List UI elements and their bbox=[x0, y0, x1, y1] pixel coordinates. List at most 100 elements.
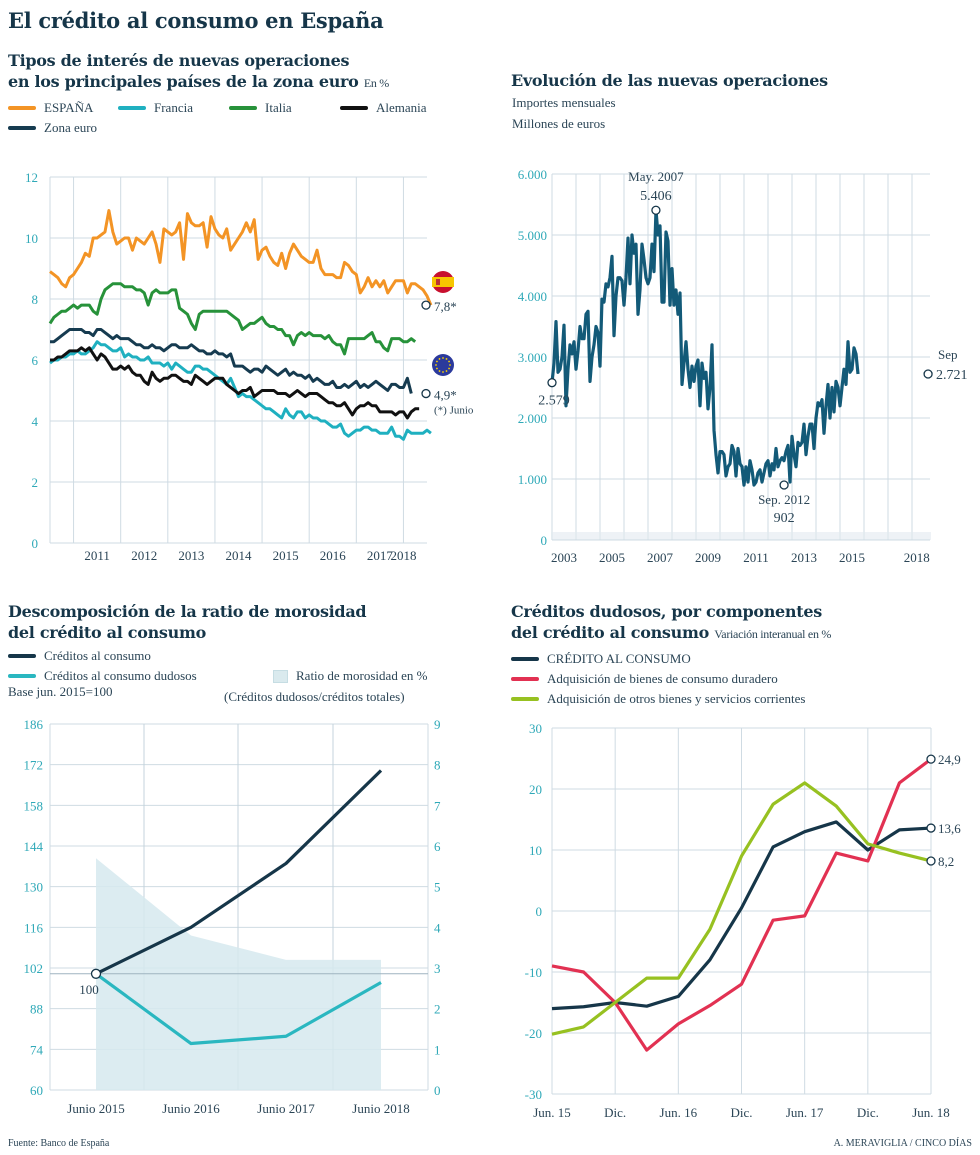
x-tick-label: 2003 bbox=[551, 550, 577, 565]
x-tick-label: Jun. 15 bbox=[533, 1105, 571, 1120]
legend-francia: Francia bbox=[118, 100, 193, 116]
source-note: Fuente: Banco de España bbox=[8, 1138, 110, 1149]
flag-star bbox=[449, 364, 451, 366]
componentes-title-line1: Créditos dudosos, por componentes bbox=[511, 602, 822, 621]
x-tick-label: 2011 bbox=[84, 548, 110, 563]
series-line-francia bbox=[49, 340, 432, 441]
evolucion-subtitle-2: Millones de euros bbox=[512, 116, 606, 131]
x-tick-label: 2018 bbox=[904, 550, 930, 565]
morosidad-title-line1: Descomposición de la ratio de morosidad bbox=[8, 602, 367, 621]
end-label-duradero: 24,9 bbox=[938, 752, 961, 767]
series-line-alemania bbox=[50, 346, 420, 420]
y-tick-label: 10 bbox=[25, 231, 38, 246]
x-tick-label: Junio 2017 bbox=[257, 1101, 315, 1116]
y-tick-label: 20 bbox=[529, 782, 542, 797]
tipos-title-line1: Tipos de interés de nuevas operaciones bbox=[8, 51, 350, 70]
base-note: Base jun. 2015=100 bbox=[8, 684, 113, 699]
flag-star bbox=[442, 357, 444, 359]
flag-blue bbox=[432, 354, 454, 376]
y-tick-label: 4.000 bbox=[518, 289, 547, 304]
x-tick-label: Junio 2018 bbox=[352, 1101, 409, 1116]
panel-componentes-title: Créditos dudosos, por componentes del cr… bbox=[511, 601, 831, 645]
end-label-zona-euro: 4,9* bbox=[434, 388, 457, 403]
x-tick-label: Jun. 16 bbox=[660, 1105, 698, 1120]
x-tick-label: Dic. bbox=[857, 1105, 879, 1120]
y-tick-label-left: 172 bbox=[24, 758, 44, 773]
y-tick-label-left: 116 bbox=[24, 920, 44, 935]
y-tick-label-left: 88 bbox=[30, 1002, 43, 1017]
legend-label: Alemania bbox=[376, 100, 427, 115]
flag-star bbox=[438, 358, 441, 360]
y-tick-label: -10 bbox=[525, 965, 542, 980]
legend-swatch bbox=[8, 654, 36, 658]
y-tick-label: 1.000 bbox=[518, 472, 547, 487]
x-tick-label: Junio 2016 bbox=[162, 1101, 220, 1116]
annotation-label-peak-value: 5.406 bbox=[640, 189, 672, 204]
y-tick-label: 30 bbox=[529, 721, 542, 736]
y-tick-label: 6 bbox=[32, 353, 39, 368]
base-marker bbox=[90, 968, 102, 979]
x-tick-label: Dic. bbox=[730, 1105, 752, 1120]
end-marker-duradero bbox=[926, 754, 936, 764]
y-tick-label-right: 7 bbox=[434, 798, 441, 813]
y-tick-label: 3.000 bbox=[518, 350, 547, 365]
chart-componentes: -30 -20 -10 0 10 20 30 Jun. 15 Dic. Jun. 16 Dic. Ju… bbox=[525, 721, 962, 1120]
annotation-label-start-value: 2.579 bbox=[538, 394, 570, 409]
end-label-otros: 8,2 bbox=[938, 854, 954, 869]
y-tick-label: 6.000 bbox=[518, 167, 547, 182]
legend-dudosos: Créditos al consumo dudosos bbox=[8, 668, 197, 684]
y-tick-label: 2 bbox=[32, 475, 39, 490]
flag-star bbox=[436, 367, 438, 370]
end-marker-zona-euro bbox=[421, 388, 431, 399]
annotation-label-peak-date: May. 2007 bbox=[628, 169, 684, 184]
panel-evolucion-title: Evolución de las nuevas operaciones bbox=[511, 71, 828, 90]
legend-label: Créditos al consumo dudosos bbox=[44, 668, 197, 683]
y-tick-label: -30 bbox=[525, 1087, 542, 1102]
y-tick-label: 0 bbox=[32, 536, 39, 551]
y-tick-label: 12 bbox=[25, 170, 38, 185]
y-tick-label-left: 102 bbox=[24, 961, 44, 976]
footnote-junio: (*) Junio bbox=[434, 405, 474, 417]
legend-swatch bbox=[8, 126, 36, 130]
annotation-marker-peak bbox=[651, 205, 661, 215]
legend-swatch bbox=[8, 674, 36, 678]
end-label-credito: 13,6 bbox=[938, 821, 961, 836]
x-tick-label: Junio 2015 bbox=[67, 1101, 124, 1116]
y-tick-label-left: 74 bbox=[30, 1042, 44, 1057]
x-tick-label: 2015 bbox=[273, 548, 299, 563]
legend-label: ESPAÑA bbox=[44, 100, 94, 115]
flag-star bbox=[445, 370, 448, 372]
y-tick-label-left: 144 bbox=[24, 839, 44, 854]
legend-credito-consumo: CRÉDITO AL CONSUMO bbox=[511, 651, 691, 667]
series-line-espana bbox=[49, 209, 433, 306]
legend-espana: ESPAÑA bbox=[8, 100, 93, 116]
legend-italia: Italia bbox=[229, 100, 292, 116]
main-title: El crédito al consumo en España bbox=[8, 8, 384, 33]
annotation-label-end-date: Sep bbox=[938, 347, 958, 362]
y-tick-label-left: 186 bbox=[24, 717, 44, 732]
credit-note: A. MERAVIGLIA / CINCO DÍAS bbox=[833, 1138, 972, 1149]
annotation-label-min-date: Sep. 2012 bbox=[758, 492, 810, 507]
end-marker-credito bbox=[926, 823, 936, 833]
y-tick-label: 5.000 bbox=[518, 228, 547, 243]
series-line-dudosos bbox=[95, 972, 382, 1046]
x-tick-label: 2017 bbox=[367, 548, 394, 563]
legend-label: Zona euro bbox=[44, 120, 98, 135]
series-line-creditos bbox=[95, 769, 383, 976]
legend-creditos: Créditos al consumo bbox=[8, 648, 151, 664]
y-tick-label-right: 1 bbox=[434, 1042, 441, 1057]
series-line-zona_euro bbox=[50, 328, 413, 394]
y-tick-label: 0 bbox=[541, 533, 548, 548]
x-tick-label: 2005 bbox=[599, 550, 625, 565]
base-label: 100 bbox=[79, 982, 99, 997]
legend-label: CRÉDITO AL CONSUMO bbox=[547, 651, 691, 666]
chart-morosidad: 60 74 88 102 116 130 144 158 172 186 0 1 2 3 4 5 6 7 8 9 100… bbox=[24, 717, 442, 1116]
y-tick-label-right: 2 bbox=[434, 1002, 441, 1017]
annotation-marker-end bbox=[923, 369, 933, 379]
panel-morosidad-title: Descomposición de la ratio de morosidad … bbox=[8, 601, 367, 643]
evolucion-subtitle-1: Importes mensuales bbox=[512, 95, 616, 110]
y-tick-label-right: 5 bbox=[434, 880, 441, 895]
legend-label: Adquisición de bienes de consumo durader… bbox=[547, 671, 778, 686]
x-tick-label: 2009 bbox=[695, 550, 721, 565]
flag-star bbox=[448, 367, 450, 370]
